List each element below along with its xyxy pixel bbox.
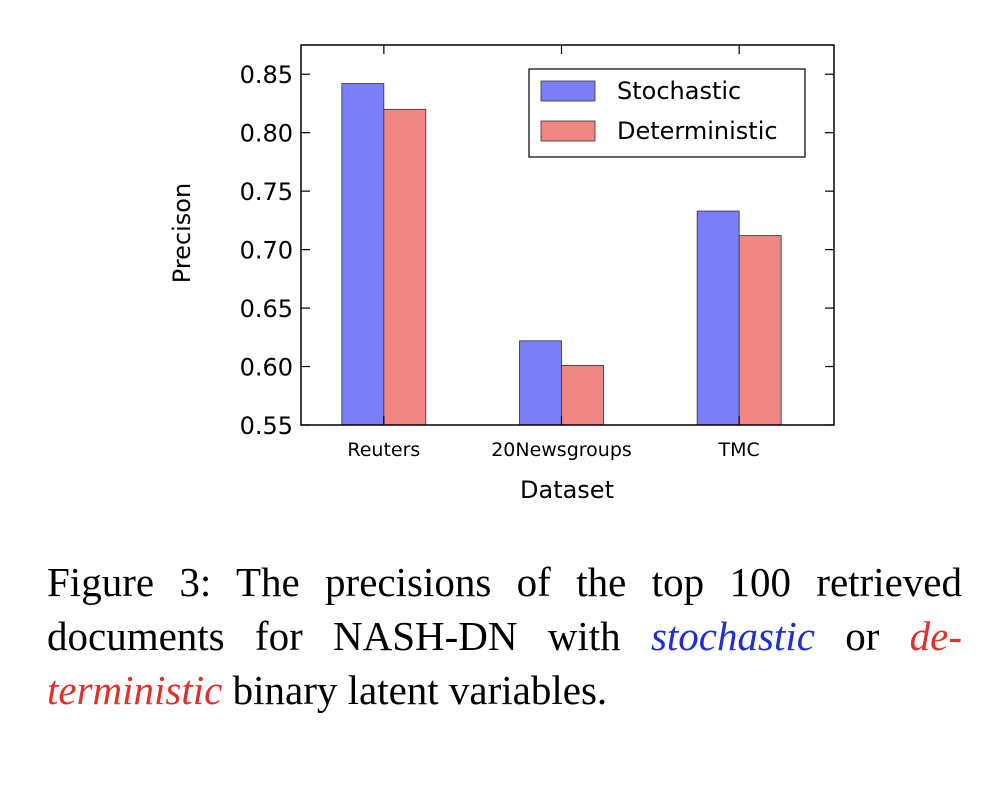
legend-label-stochastic: Stochastic [617, 77, 741, 105]
x-ticks-layer: Reuters 20Newsgroups TMC [347, 45, 760, 461]
caption-stochastic: stochastic [650, 613, 815, 659]
y-tick-label: 0.85 [240, 61, 293, 89]
caption-suffix: binary latent variables. [232, 667, 608, 713]
legend-label-deterministic: Deterministic [617, 117, 778, 145]
y-tick-label: 0.70 [240, 237, 293, 265]
x-tick-label: TMC [718, 439, 760, 461]
x-tick-label: Reuters [347, 439, 420, 461]
caption-deterministic-part2: terministic [47, 667, 223, 713]
x-tick-label: 20Newsgroups [491, 439, 632, 461]
x-axis-label: Dataset [520, 476, 614, 504]
y-tick-label: 0.55 [240, 412, 293, 440]
y-axis-label: Precison [168, 183, 196, 283]
y-tick-label: 0.60 [240, 354, 293, 382]
y-tick-label: 0.75 [240, 178, 293, 206]
caption-or: or [845, 613, 880, 659]
bar-chart-figure: 0.55 0.60 0.65 0.70 0.75 0.80 0.85 Reuters 20Ne… [168, 44, 835, 504]
legend-swatch-stochastic [540, 80, 596, 102]
caption-deterministic-part1: de- [909, 613, 963, 659]
bar-stochastic-reuters [341, 83, 385, 426]
bars-layer [341, 83, 782, 426]
y-ticks-layer: 0.55 0.60 0.65 0.70 0.75 0.80 0.85 [240, 61, 834, 440]
legend: Stochastic Deterministic [528, 68, 806, 158]
figure-caption: Figure 3: The precisions of the top 100 … [47, 555, 962, 717]
caption-prefix: Figure 3: The precisions of the top 100 … [47, 559, 962, 659]
y-tick-label: 0.80 [240, 120, 293, 148]
bar-stochastic-tmc [696, 210, 740, 426]
plot-frame [300, 44, 835, 426]
y-tick-label: 0.65 [240, 295, 293, 323]
bar-deterministic-tmc [738, 235, 782, 426]
chart-svg: 0.55 0.60 0.65 0.70 0.75 0.80 0.85 Reuters 20Ne… [168, 44, 835, 504]
bar-stochastic-20newsgroups [519, 340, 562, 426]
bar-deterministic-reuters [383, 108, 427, 426]
legend-swatch-deterministic [540, 120, 596, 142]
bar-deterministic-20newsgroups [561, 364, 604, 426]
